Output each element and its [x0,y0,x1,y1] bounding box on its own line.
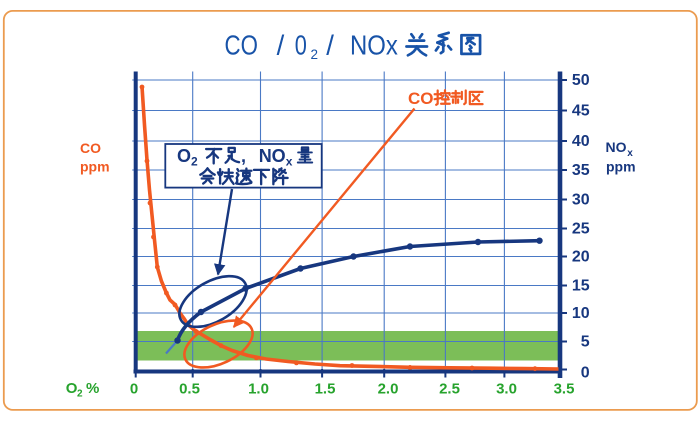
svg-text:40: 40 [572,133,590,150]
svg-text:ppm: ppm [606,159,636,175]
svg-text:25: 25 [572,221,590,238]
svg-text:2: 2 [191,154,198,168]
svg-text:0: 0 [295,31,307,61]
svg-text:O: O [66,380,78,397]
svg-text:,: , [241,146,246,166]
svg-text:5: 5 [581,334,590,351]
svg-text:20: 20 [572,249,590,266]
svg-text:O: O [177,146,191,166]
svg-text:%: % [86,380,99,397]
svg-text:ppm: ppm [80,159,110,175]
svg-text:x: x [286,154,293,168]
svg-text:50: 50 [572,72,590,89]
svg-text:1.0: 1.0 [248,381,269,398]
svg-text:NO: NO [259,146,286,166]
svg-text:3.5: 3.5 [554,381,575,398]
svg-text:NO: NO [606,139,627,155]
svg-text:2: 2 [311,47,319,62]
svg-text:NOx: NOx [350,31,398,61]
svg-text:15: 15 [572,278,590,295]
svg-text:35: 35 [572,162,590,179]
svg-text:x: x [627,148,633,159]
svg-text:0: 0 [581,365,590,382]
svg-text:45: 45 [572,103,590,120]
svg-text:/: / [277,29,285,60]
svg-text:0: 0 [130,381,138,398]
svg-text:CO: CO [80,140,101,156]
svg-text:30: 30 [572,192,590,209]
svg-text:CO: CO [225,30,258,61]
svg-text:2: 2 [77,389,83,400]
svg-text:3.0: 3.0 [496,381,517,398]
svg-text:/: / [326,29,334,60]
svg-text:0.5: 0.5 [179,381,200,398]
svg-text:2.5: 2.5 [439,381,460,398]
svg-text:1.5: 1.5 [315,381,336,398]
svg-text:10: 10 [572,305,590,322]
svg-text:2.0: 2.0 [378,381,399,398]
svg-text:CO: CO [408,89,434,108]
